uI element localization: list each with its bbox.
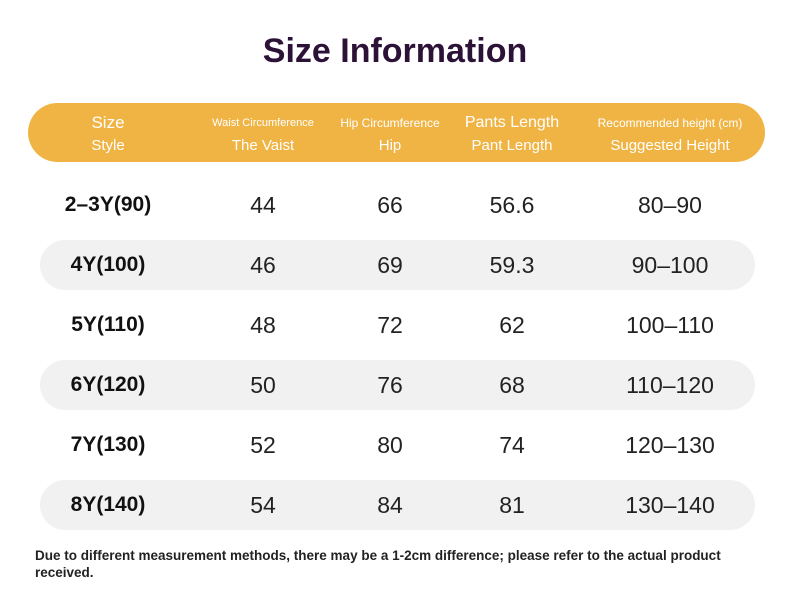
row-background [40,480,755,530]
table-cell: 74 [499,432,525,458]
column-header: Size Style [28,111,188,157]
column-title: Size [91,113,125,132]
size-label: 7Y(130) [70,433,146,456]
table-cell: 90–100 [631,252,709,278]
table-cell: 100–110 [626,312,714,338]
table-cell: 46 [250,252,276,278]
table-cell: 84 [377,492,403,518]
column-header: Hip Circumference Hip [310,111,470,157]
table-cell: 76 [377,372,403,398]
table-cell: 72 [377,312,403,338]
size-label: 4Y(100) [70,253,146,276]
table-cell: 59.3 [489,252,535,278]
footnote: Due to different measurement methods, th… [35,548,721,580]
table-cell: 80 [377,432,403,458]
column-subtitle: Suggested Height [610,137,730,154]
header-bar [28,103,765,162]
table-cell: 110–120 [626,372,714,398]
column-title: Recommended height (cm) [597,116,743,130]
column-title: Hip Circumference [340,116,440,130]
column-subtitle: Style [91,137,125,154]
size-label: 2–3Y(90) [64,193,152,216]
title: Size Information [262,32,528,70]
table-cell: 54 [250,492,276,518]
table-cell: 50 [250,372,276,398]
table-cell: 66 [377,192,403,218]
table-cell: 120–130 [625,432,715,458]
column-header: Pants Length Pant Length [432,111,592,157]
table-cell: 80–90 [638,192,702,218]
table-cell: 130–140 [625,492,715,518]
table-cell: 56.6 [489,192,535,218]
table-cell: 52 [250,432,276,458]
column-title: Pants Length [464,114,560,131]
table-cell: 44 [250,192,276,218]
size-label: 6Y(120) [70,373,146,396]
table-cell: 68 [499,372,525,398]
row-background [40,360,755,410]
column-title: Waist Circumference [212,117,314,129]
size-label: 8Y(140) [70,493,146,516]
row-background [40,240,755,290]
column-header: Recommended height (cm) Suggested Height [590,111,750,157]
column-subtitle: Pant Length [471,137,553,154]
table-cell: 48 [250,312,276,338]
table-cell: 69 [377,252,403,278]
table-cell: 81 [499,492,525,518]
table-cell: 62 [499,312,525,338]
column-subtitle: Hip [378,137,402,154]
column-subtitle: The Vaist [231,137,295,154]
size-label: 5Y(110) [71,313,145,336]
column-header: Waist Circumference The Vaist [183,111,343,157]
